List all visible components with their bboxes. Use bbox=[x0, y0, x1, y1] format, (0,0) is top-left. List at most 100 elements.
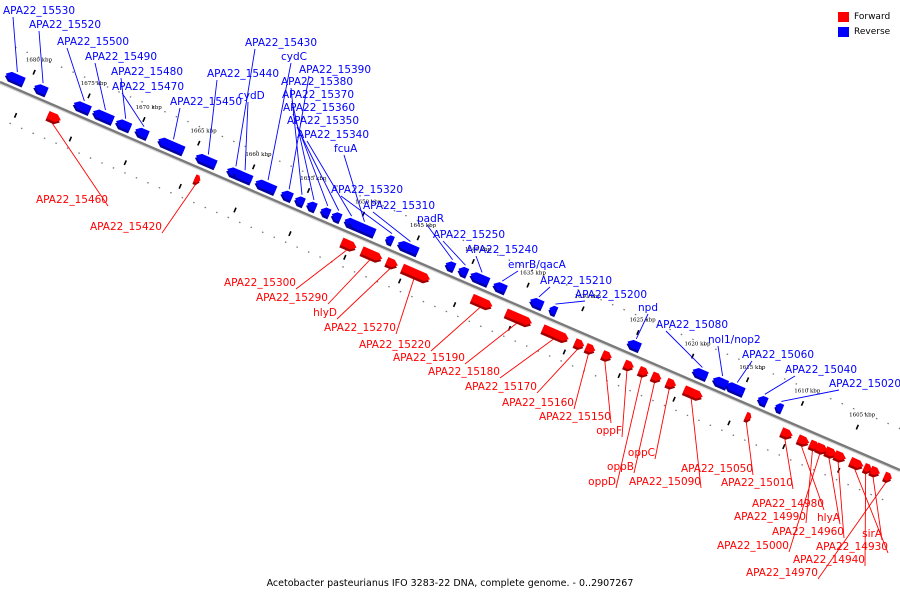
gene-label[interactable]: APA22_15050 bbox=[681, 463, 753, 475]
gene-arrow[interactable] bbox=[823, 446, 838, 460]
gene-arrow[interactable] bbox=[253, 178, 278, 196]
gene-label[interactable]: APA22_15490 bbox=[85, 51, 157, 63]
gene-label[interactable]: APA22_15040 bbox=[785, 364, 857, 376]
gene-label[interactable]: APA22_15420 bbox=[90, 221, 162, 233]
gene-arrow[interactable] bbox=[779, 427, 794, 441]
gene-arrow[interactable] bbox=[583, 342, 597, 357]
gene-label[interactable]: APA22_15150 bbox=[539, 411, 611, 423]
gene-label[interactable]: oppB bbox=[607, 461, 634, 473]
gene-arrow[interactable] bbox=[832, 450, 847, 464]
gene-arrow[interactable] bbox=[384, 257, 399, 271]
gene-label[interactable]: APA22_15010 bbox=[721, 477, 793, 489]
gene-label[interactable]: APA22_15240 bbox=[466, 244, 538, 256]
gene-arrow[interactable] bbox=[723, 380, 746, 398]
gene-label[interactable]: APA22_14990 bbox=[734, 511, 806, 523]
gene-arrow[interactable] bbox=[690, 366, 709, 383]
gene-arrow[interactable] bbox=[664, 377, 677, 392]
gene-label[interactable]: emrB/qacA bbox=[508, 259, 567, 271]
gene-arrow[interactable] bbox=[622, 359, 635, 374]
gene-label[interactable]: APA22_15060 bbox=[742, 349, 814, 361]
gene-label[interactable]: oppD bbox=[588, 476, 616, 488]
gene-label[interactable]: APA22_15190 bbox=[393, 352, 465, 364]
gene-arrow[interactable] bbox=[881, 471, 894, 485]
gene-label[interactable]: APA22_14940 bbox=[793, 554, 865, 566]
gene-label[interactable]: hlyD bbox=[313, 307, 337, 319]
gene-arrow[interactable] bbox=[193, 152, 218, 171]
gene-label[interactable]: APA22_15220 bbox=[359, 339, 431, 351]
gene-arrow[interactable] bbox=[304, 200, 318, 214]
gene-arrow[interactable] bbox=[156, 136, 186, 157]
gene-label[interactable]: APA22_15090 bbox=[629, 476, 701, 488]
gene-label[interactable]: APA22_15440 bbox=[207, 68, 279, 80]
gene-label[interactable]: APA22_15470 bbox=[112, 81, 184, 93]
gene-label[interactable]: APA22_15340 bbox=[297, 129, 369, 141]
gene-label[interactable]: APA22_15310 bbox=[363, 200, 435, 212]
gene-arrow[interactable] bbox=[861, 462, 874, 476]
gene-label[interactable]: APA22_15460 bbox=[36, 194, 108, 206]
gene-arrow[interactable] bbox=[192, 174, 202, 186]
gene-label[interactable]: APA22_15270 bbox=[324, 322, 396, 334]
gene-arrow[interactable] bbox=[3, 70, 26, 88]
gene-label[interactable]: padR bbox=[417, 213, 444, 225]
gene-arrow[interactable] bbox=[443, 260, 457, 274]
gene-arrow[interactable] bbox=[600, 350, 613, 364]
gene-label[interactable]: APA22_15250 bbox=[433, 229, 505, 241]
gene-arrow[interactable] bbox=[868, 465, 881, 480]
gene-arrow[interactable] bbox=[743, 411, 753, 424]
gene-label[interactable]: fcuA bbox=[334, 143, 358, 155]
gene-label[interactable]: cydD bbox=[238, 90, 265, 102]
gene-arrow[interactable] bbox=[347, 218, 377, 239]
gene-arrow[interactable] bbox=[540, 324, 570, 345]
gene-label[interactable]: APA22_15160 bbox=[502, 397, 574, 409]
gene-label[interactable]: APA22_15210 bbox=[540, 275, 612, 287]
gene-label[interactable]: APA22_15290 bbox=[256, 292, 328, 304]
gene-label[interactable]: APA22_15000 bbox=[717, 540, 789, 552]
gene-arrow[interactable] bbox=[814, 442, 829, 456]
gene-label[interactable]: APA22_15520 bbox=[29, 19, 101, 31]
gene-arrow[interactable] bbox=[292, 195, 306, 209]
gene-arrow[interactable] bbox=[636, 365, 650, 380]
gene-label[interactable]: hlyA bbox=[817, 512, 841, 524]
gene-arrow[interactable] bbox=[848, 457, 865, 472]
gene-arrow[interactable] bbox=[528, 296, 545, 312]
gene-label[interactable]: APA22_15350 bbox=[287, 115, 359, 127]
gene-label[interactable]: APA22_15170 bbox=[465, 381, 537, 393]
gene-arrow[interactable] bbox=[710, 375, 730, 391]
gene-label[interactable]: APA22_15200 bbox=[575, 289, 647, 301]
gene-label[interactable]: APA22_15320 bbox=[331, 184, 403, 196]
gene-label[interactable]: APA22_15430 bbox=[245, 37, 317, 49]
gene-label[interactable]: APA22_15020 bbox=[829, 378, 900, 390]
gene-arrow[interactable] bbox=[755, 394, 769, 408]
gene-arrow[interactable] bbox=[71, 99, 92, 116]
gene-label[interactable]: APA22_14980 bbox=[752, 498, 824, 510]
gene-label[interactable]: APA22_15450 bbox=[170, 96, 242, 108]
gene-label[interactable]: APA22_15360 bbox=[283, 102, 355, 114]
gene-arrow[interactable] bbox=[279, 189, 294, 204]
gene-arrow[interactable] bbox=[795, 434, 811, 448]
gene-label[interactable]: nol1/nop2 bbox=[708, 334, 761, 346]
gene-label[interactable]: oppC bbox=[628, 447, 655, 459]
gene-arrow[interactable] bbox=[133, 126, 150, 141]
gene-label[interactable]: APA22_14930 bbox=[816, 541, 888, 553]
gene-label[interactable]: sirA bbox=[862, 528, 883, 540]
gene-label[interactable]: APA22_15300 bbox=[224, 277, 296, 289]
gene-arrow[interactable] bbox=[318, 206, 332, 220]
gene-label[interactable]: oppF bbox=[596, 425, 622, 437]
gene-arrow[interactable] bbox=[383, 234, 395, 247]
gene-label[interactable]: APA22_14970 bbox=[746, 567, 818, 579]
gene-arrow[interactable] bbox=[468, 270, 491, 288]
gene-arrow[interactable] bbox=[547, 304, 559, 318]
gene-arrow[interactable] bbox=[399, 263, 432, 286]
gene-label[interactable]: APA22_15530 bbox=[3, 5, 75, 17]
gene-arrow[interactable] bbox=[681, 385, 705, 403]
gene-arrow[interactable] bbox=[113, 117, 133, 134]
gene-arrow[interactable] bbox=[649, 371, 663, 385]
gene-arrow[interactable] bbox=[359, 246, 383, 264]
gene-arrow[interactable] bbox=[469, 293, 494, 312]
gene-arrow[interactable] bbox=[395, 239, 420, 258]
gene-arrow[interactable] bbox=[491, 280, 508, 296]
gene-arrow[interactable] bbox=[339, 237, 358, 254]
gene-arrow[interactable] bbox=[773, 402, 785, 415]
gene-arrow[interactable] bbox=[32, 82, 49, 98]
gene-label[interactable]: npd bbox=[638, 302, 658, 314]
